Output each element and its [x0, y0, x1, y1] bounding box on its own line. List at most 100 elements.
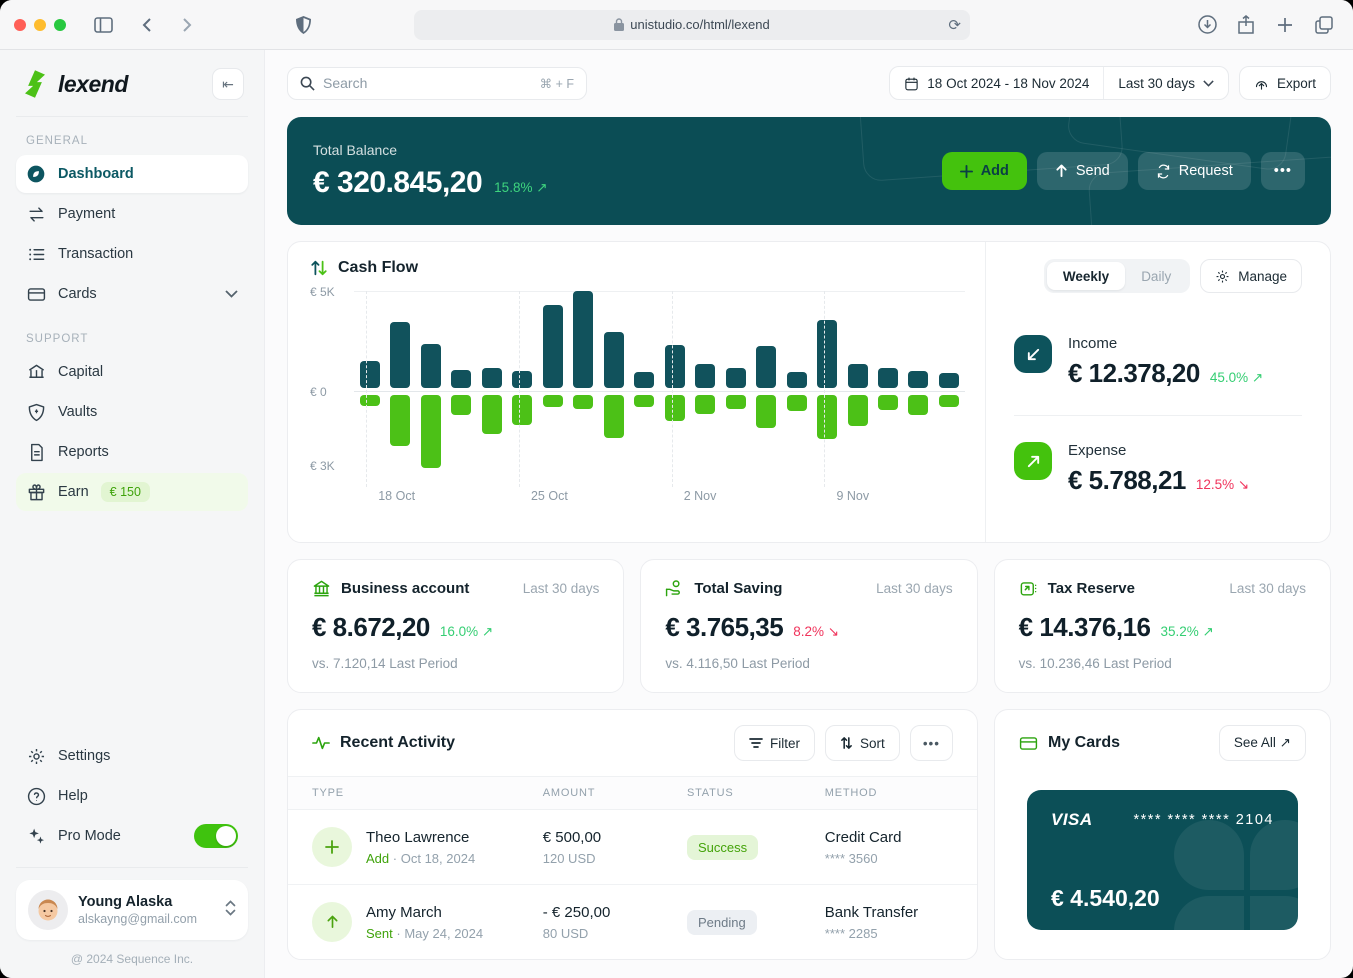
- sidebar-item-label: Transaction: [58, 246, 134, 262]
- sidebar-item-payment[interactable]: Payment: [16, 195, 248, 233]
- filter-button[interactable]: Filter: [734, 725, 816, 761]
- income-bar: [603, 331, 624, 388]
- expense-label: Expense: [1068, 442, 1127, 459]
- chart-plot-area: [354, 291, 965, 487]
- activity-more-button[interactable]: •••: [909, 725, 953, 761]
- transaction-method-last4: **** 2285: [824, 925, 878, 941]
- income-amount: € 12.378,20: [1068, 358, 1200, 388]
- y-tick-label: € 5K: [310, 285, 335, 299]
- table-row[interactable]: Theo Lawrence Add · Oct 18, 2024 € 500,0…: [288, 810, 977, 884]
- expense-bar: [420, 395, 441, 468]
- balance-amount: € 320.845,20: [313, 166, 483, 199]
- minimize-window-button[interactable]: [34, 18, 46, 31]
- manage-button[interactable]: Manage: [1200, 259, 1302, 293]
- income-bar: [786, 371, 807, 388]
- stat-period: Last 30 days: [1229, 581, 1306, 596]
- collapse-sidebar-button[interactable]: ⇤: [212, 68, 244, 100]
- income-summary: Income € 12.378,20 45.0% ↗: [1014, 323, 1302, 415]
- sidebar-item-label: Reports: [58, 444, 109, 460]
- cashflow-bar-pair: [908, 291, 929, 471]
- tab-weekly[interactable]: Weekly: [1046, 262, 1126, 290]
- cashflow-bar-pair: [725, 291, 746, 471]
- income-bar: [542, 304, 563, 388]
- capital-icon: [26, 362, 46, 382]
- card-stack[interactable]: VISA **** **** **** 2104 € 4.540,20: [1027, 790, 1298, 930]
- date-range-button[interactable]: 18 Oct 2024 - 18 Nov 2024: [890, 67, 1103, 99]
- balance-more-button[interactable]: •••: [1260, 152, 1305, 190]
- sidebar-item-earn[interactable]: Earn € 150: [16, 473, 248, 511]
- sidebar-item-label: Payment: [58, 206, 116, 222]
- sidebar-item-pro-mode[interactable]: Pro Mode: [16, 817, 248, 855]
- sidebar-item-label: Vaults: [58, 404, 98, 420]
- expense-bar: [634, 395, 655, 408]
- back-button[interactable]: [132, 10, 162, 40]
- user-name: Young Alaska: [78, 894, 173, 910]
- lock-icon: [614, 18, 625, 31]
- sidebar-item-vaults[interactable]: Vaults: [16, 393, 248, 431]
- url-bar[interactable]: unistudio.co/html/lexend ⟳: [414, 9, 970, 40]
- see-all-button[interactable]: See All ↗: [1218, 725, 1306, 761]
- tab-overview-icon[interactable]: [1309, 10, 1339, 40]
- cashflow-bars: [360, 291, 959, 471]
- stat-period: Last 30 days: [522, 581, 600, 596]
- stat-title: Tax Reserve: [1047, 580, 1135, 597]
- tab-daily[interactable]: Daily: [1141, 268, 1172, 284]
- export-button[interactable]: Export: [1238, 66, 1331, 100]
- income-bar: [481, 367, 502, 388]
- sidebar-item-help[interactable]: Help: [16, 777, 248, 815]
- visa-logo: VISA: [1051, 810, 1093, 829]
- sidebar-item-dashboard[interactable]: Dashboard: [16, 155, 248, 193]
- sidebar-item-capital[interactable]: Capital: [16, 353, 248, 391]
- bank-icon: [312, 579, 331, 598]
- column-header-type: TYPE: [312, 787, 344, 799]
- expense-bar: [847, 395, 868, 426]
- cards-icon: [26, 284, 46, 304]
- add-button[interactable]: Add: [941, 152, 1027, 190]
- y-tick-label: € 3K: [310, 459, 335, 473]
- search-input[interactable]: Search ⌘ + F: [287, 66, 587, 100]
- reload-icon[interactable]: ⟳: [948, 16, 961, 34]
- transaction-sent-icon: [312, 902, 352, 942]
- sidebar-item-label: Cards: [58, 286, 97, 302]
- downloads-icon[interactable]: [1192, 10, 1222, 40]
- income-bar: [877, 367, 898, 388]
- pro-mode-toggle[interactable]: [194, 824, 238, 848]
- sort-button[interactable]: Sort: [825, 725, 900, 761]
- brand-name: lexend: [58, 70, 128, 97]
- income-bar: [512, 370, 533, 388]
- expense-summary: Expense € 5.788,21 12.5% ↘: [1014, 415, 1302, 522]
- chart-x-labels: 18 Oct 25 Oct 2 Nov 9 Nov: [354, 489, 965, 509]
- table-row[interactable]: Amy March Sent · May 24, 2024 - € 250,00…: [288, 884, 977, 959]
- calendar-icon: [905, 77, 918, 90]
- close-window-button[interactable]: [14, 18, 26, 31]
- toggle-sidebar-icon[interactable]: [88, 10, 118, 40]
- expense-bar: [542, 395, 563, 408]
- stat-compare: vs. 7.120,14 Last Period: [312, 656, 458, 671]
- stat-compare: vs. 4.116,50 Last Period: [665, 656, 810, 671]
- expense-bar: [938, 395, 959, 408]
- status-badge: Success: [686, 834, 759, 860]
- traffic-lights: [14, 18, 66, 31]
- card-number: **** **** **** 2104: [1133, 812, 1274, 828]
- user-menu[interactable]: Young Alaska alskayng@gmail.com: [16, 880, 248, 940]
- privacy-shield-icon[interactable]: [288, 10, 318, 40]
- income-bar: [451, 369, 472, 388]
- request-button[interactable]: Request: [1137, 152, 1251, 190]
- column-header-method: METHOD: [824, 787, 878, 799]
- forward-button[interactable]: [172, 10, 202, 40]
- period-select[interactable]: Last 30 days: [1103, 67, 1228, 99]
- zoom-window-button[interactable]: [54, 18, 66, 31]
- send-button[interactable]: Send: [1036, 152, 1128, 190]
- share-icon[interactable]: [1231, 10, 1261, 40]
- cash-flow-card: Cash Flow € 5K € 0 € 3K 18 Oct 25 Oct 2 No…: [287, 241, 1331, 543]
- sidebar-item-settings[interactable]: Settings: [16, 737, 248, 775]
- sidebar-item-transaction[interactable]: Transaction: [16, 235, 248, 273]
- new-tab-icon[interactable]: [1270, 10, 1300, 40]
- sidebar-item-reports[interactable]: Reports: [16, 433, 248, 471]
- cash-flow-chart: € 5K € 0 € 3K 18 Oct 25 Oct 2 Nov 9 Nov: [310, 285, 965, 513]
- expense-bar: [695, 395, 716, 414]
- reports-icon: [26, 442, 46, 462]
- recent-activity-card: Recent Activity Filter Sort •••: [287, 709, 978, 960]
- stat-change: 35.2% ↗: [1160, 624, 1214, 639]
- sidebar-item-cards[interactable]: Cards: [16, 275, 248, 313]
